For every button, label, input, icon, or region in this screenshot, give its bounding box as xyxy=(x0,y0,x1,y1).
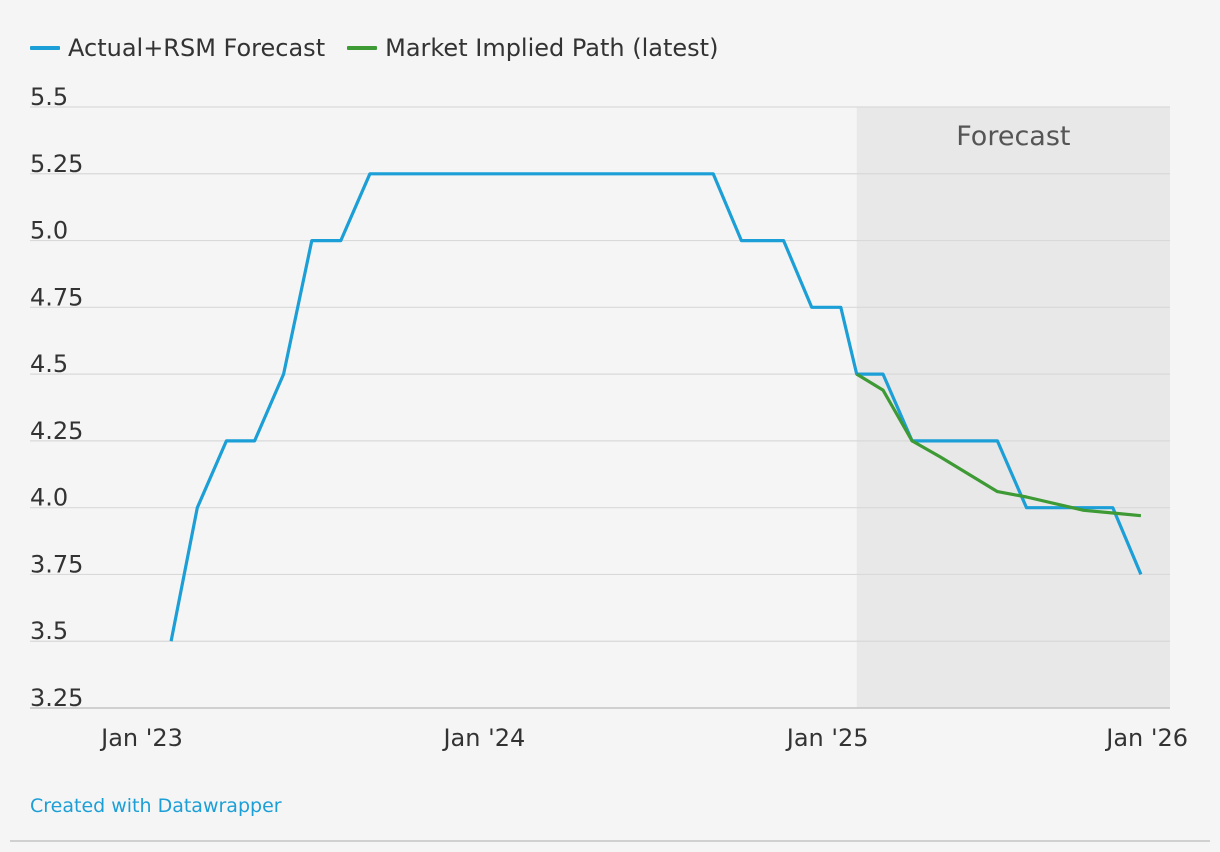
legend-item-market: Market Implied Path (latest) xyxy=(347,34,718,62)
y-tick-label: 4.75 xyxy=(30,283,83,311)
bottom-divider xyxy=(10,840,1210,842)
y-tick-label: 4.0 xyxy=(30,484,68,512)
legend: Actual+RSM Forecast Market Implied Path … xyxy=(30,34,718,62)
y-tick-label: 3.25 xyxy=(30,684,83,712)
legend-label-market: Market Implied Path (latest) xyxy=(385,34,719,62)
y-tick-label: 5.0 xyxy=(30,217,68,245)
forecast-region xyxy=(856,107,1170,708)
x-tick-label: Jan '24 xyxy=(441,724,525,752)
y-tick-label: 3.75 xyxy=(30,550,83,578)
line-chart: Forecast 3.25 3.5 3.75 4.0 4.25 4.5 4.75 5.0 5.25… xyxy=(30,83,1188,752)
x-tick-label: Jan '23 xyxy=(99,724,183,752)
datawrapper-credit-link[interactable]: Created with Datawrapper xyxy=(30,795,282,817)
y-tick-label: 4.5 xyxy=(30,350,68,378)
legend-swatch-actual xyxy=(30,46,60,50)
y-tick-label: 5.25 xyxy=(30,150,83,178)
x-tick-label: Jan '26 xyxy=(1104,724,1188,752)
forecast-region-label: Forecast xyxy=(956,121,1070,152)
y-tick-label: 3.5 xyxy=(30,617,68,645)
legend-swatch-market xyxy=(347,46,378,50)
y-tick-label: 5.5 xyxy=(30,83,68,111)
series-line-actual xyxy=(169,172,1143,642)
x-tick-label: Jan '25 xyxy=(785,724,869,752)
legend-label-actual: Actual+RSM Forecast xyxy=(68,34,326,62)
y-tick-label: 4.25 xyxy=(30,417,83,445)
series-line-market xyxy=(855,372,1142,518)
legend-item-actual: Actual+RSM Forecast xyxy=(30,34,325,62)
